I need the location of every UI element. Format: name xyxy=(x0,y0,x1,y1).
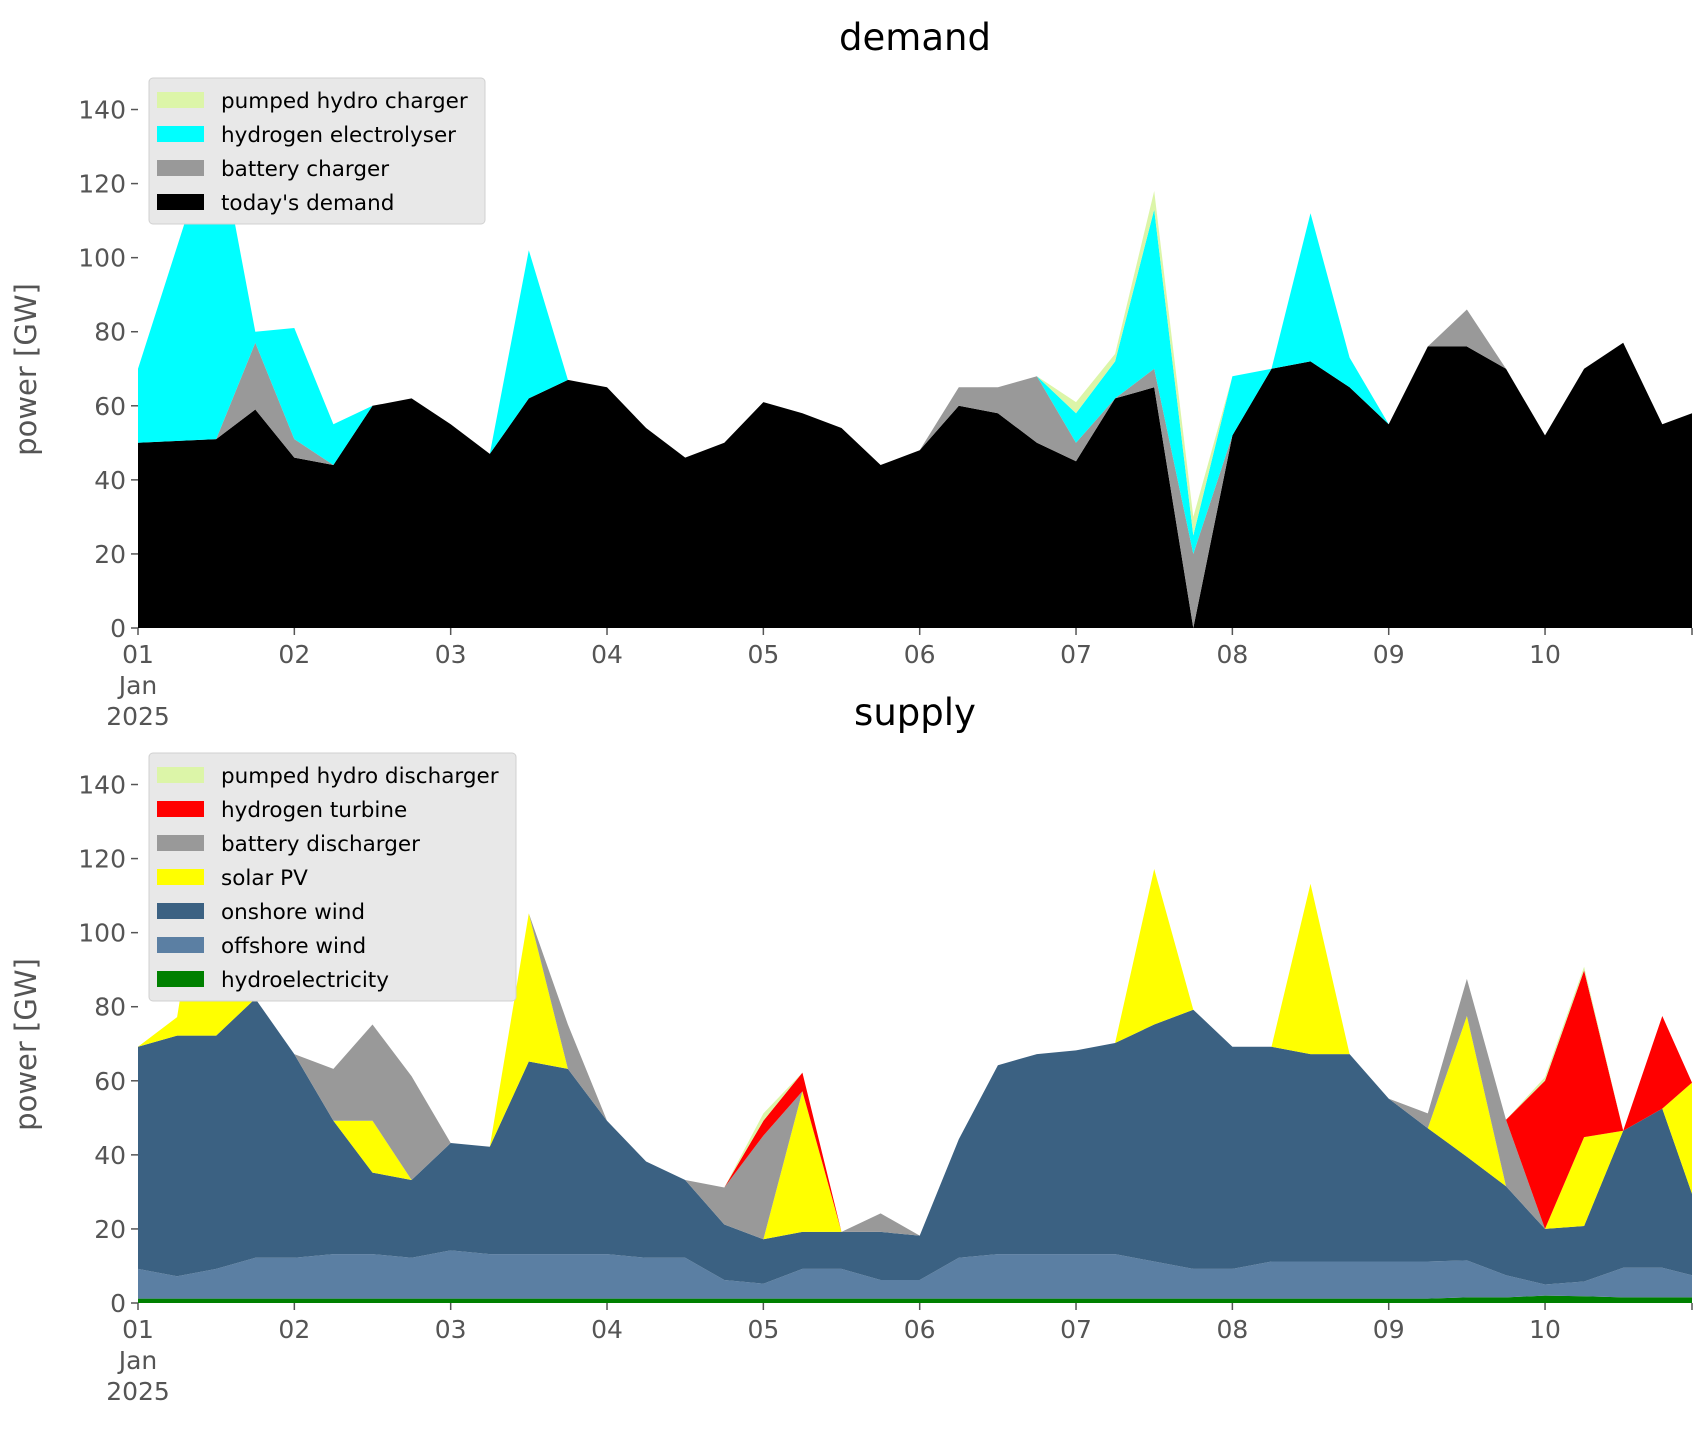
y-tick-label: 60 xyxy=(94,1067,126,1096)
area-layers xyxy=(138,124,1692,628)
y-tick-label: 100 xyxy=(78,919,126,948)
axes: 0 20 40 60 80 100 120 140 01 02 03 04 05 06 07 08 09 10 Ja… xyxy=(78,771,1693,1406)
x-tick-label: 07 xyxy=(1060,1315,1092,1344)
legend-swatch xyxy=(157,801,204,817)
x-tick-sublabel: 2025 xyxy=(106,702,170,731)
area-hydroelectricity xyxy=(138,1295,1692,1303)
x-tick-sublabel: Jan xyxy=(117,1346,158,1375)
y-tick-label: 80 xyxy=(94,318,126,347)
y-tick-label: 40 xyxy=(94,466,126,495)
y-tick-label: 60 xyxy=(94,392,126,421)
legend-label: battery charger xyxy=(221,157,389,182)
legend-swatch xyxy=(157,194,204,210)
x-tick-label: 02 xyxy=(278,640,310,669)
x-tick-label: 05 xyxy=(747,640,779,669)
x-tick-sublabel: Jan xyxy=(117,671,158,700)
x-tick-sublabel: 2025 xyxy=(106,1377,170,1406)
legend-swatch xyxy=(157,971,204,987)
legend-label: onshore wind xyxy=(221,900,365,925)
legend: pumped hydro charger hydrogen electrolyse… xyxy=(148,77,486,225)
x-tick-label: 03 xyxy=(435,640,467,669)
area-layers xyxy=(138,776,1692,1303)
y-tick-label: 140 xyxy=(78,771,126,800)
legend-box xyxy=(148,752,517,1002)
supply-chart: supply power [GW] 0 20 40 60 80 100 120 140 01 02… xyxy=(9,691,1693,1406)
y-tick-label: 40 xyxy=(94,1141,126,1170)
area-hydrogen-turbine xyxy=(138,776,1692,1236)
legend-label: pumped hydro charger xyxy=(221,89,468,114)
x-tick-label: 01 xyxy=(122,640,154,669)
legend-box xyxy=(148,77,486,225)
legend-label: battery discharger xyxy=(221,832,420,857)
x-tick-label: 08 xyxy=(1216,1315,1248,1344)
x-tick-label: 09 xyxy=(1373,640,1405,669)
legend-label: today's demand xyxy=(221,191,394,216)
x-tick-label: 03 xyxy=(435,1315,467,1344)
legend-swatch xyxy=(157,126,204,142)
y-tick-label: 20 xyxy=(94,540,126,569)
x-tick-label: 06 xyxy=(904,1315,936,1344)
legend-label: hydrogen electrolyser xyxy=(221,123,456,148)
chart-title: demand xyxy=(839,16,991,59)
x-tick-label: 01 xyxy=(122,1315,154,1344)
y-tick-label: 100 xyxy=(78,244,126,273)
legend: pumped hydro discharger hydrogen turbine b… xyxy=(148,752,517,1002)
x-tick-label: 08 xyxy=(1216,640,1248,669)
y-tick-label: 20 xyxy=(94,1215,126,1244)
legend-swatch xyxy=(157,869,204,885)
area-today-s-demand xyxy=(138,342,1692,628)
axes: 0 20 40 60 80 100 120 140 01 02 03 04 05 06 07 08 09 10 Ja… xyxy=(78,96,1693,731)
legend-swatch xyxy=(157,767,204,783)
y-axis-label: power [GW] xyxy=(9,958,43,1131)
chart-title: supply xyxy=(854,691,976,734)
x-tick-label: 05 xyxy=(747,1315,779,1344)
x-tick-label: 07 xyxy=(1060,640,1092,669)
legend-label: offshore wind xyxy=(221,934,366,959)
x-tick-label: 04 xyxy=(591,1315,623,1344)
legend-label: hydroelectricity xyxy=(221,968,389,993)
x-tick-label: 02 xyxy=(278,1315,310,1344)
legend-swatch xyxy=(157,937,204,953)
legend-swatch xyxy=(157,160,204,176)
legend-swatch xyxy=(157,92,204,108)
y-tick-label: 140 xyxy=(78,96,126,125)
legend-label: solar PV xyxy=(221,866,308,891)
x-tick-label: 10 xyxy=(1529,1315,1561,1344)
x-tick-label: 04 xyxy=(591,640,623,669)
y-tick-label: 120 xyxy=(78,170,126,199)
y-tick-label: 80 xyxy=(94,993,126,1022)
demand-chart: demand power [GW] 0 20 40 60 80 100 120 140 01 02… xyxy=(9,16,1693,731)
area-onshore-wind xyxy=(138,998,1692,1285)
area-offshore-wind xyxy=(138,1250,1692,1299)
x-tick-label: 06 xyxy=(904,640,936,669)
y-axis-label: power [GW] xyxy=(9,283,43,456)
legend-swatch xyxy=(157,903,204,919)
x-tick-label: 10 xyxy=(1529,640,1561,669)
legend-swatch xyxy=(157,835,204,851)
y-tick-label: 0 xyxy=(110,1289,126,1318)
legend-label: pumped hydro discharger xyxy=(221,764,499,789)
x-tick-label: 09 xyxy=(1373,1315,1405,1344)
y-tick-label: 0 xyxy=(110,614,126,643)
y-tick-label: 120 xyxy=(78,845,126,874)
legend-label: hydrogen turbine xyxy=(221,798,407,823)
